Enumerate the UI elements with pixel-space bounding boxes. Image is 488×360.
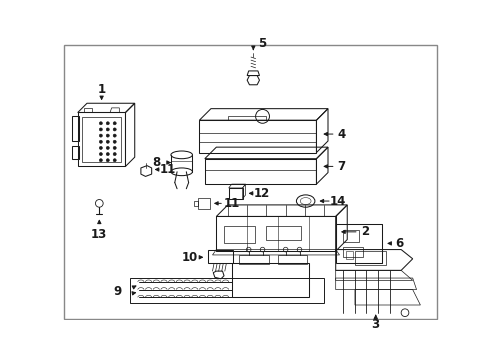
Circle shape (113, 140, 116, 143)
Text: 5: 5 (257, 37, 265, 50)
Bar (207, 249, 232, 264)
Text: 10: 10 (181, 251, 197, 264)
Text: 7: 7 (336, 160, 345, 173)
Circle shape (113, 147, 116, 149)
Circle shape (99, 147, 102, 149)
Bar (277, 255, 306, 264)
Circle shape (106, 147, 109, 149)
Text: 4: 4 (337, 127, 346, 140)
Circle shape (99, 122, 102, 125)
Circle shape (106, 122, 109, 125)
Text: 11: 11 (160, 163, 176, 176)
Circle shape (99, 140, 102, 143)
Bar (231, 263, 308, 297)
Text: 8: 8 (152, 156, 160, 169)
Circle shape (113, 134, 116, 137)
Circle shape (113, 153, 116, 156)
Circle shape (99, 159, 102, 162)
Circle shape (113, 159, 116, 162)
Text: 3: 3 (371, 318, 379, 331)
Text: 13: 13 (91, 228, 107, 240)
Bar (71, 116, 79, 141)
Bar (345, 251, 353, 259)
Circle shape (106, 128, 109, 131)
Circle shape (99, 153, 102, 156)
Circle shape (106, 153, 109, 156)
Text: 6: 6 (395, 237, 403, 250)
Bar (354, 251, 385, 265)
Bar (71, 145, 79, 159)
Circle shape (99, 134, 102, 137)
Text: 12: 12 (253, 187, 269, 200)
Circle shape (113, 128, 116, 131)
Text: 9: 9 (113, 285, 122, 298)
Circle shape (106, 159, 109, 162)
Circle shape (99, 128, 102, 131)
Text: 2: 2 (360, 225, 368, 238)
Text: 14: 14 (329, 194, 346, 208)
Text: 11: 11 (223, 197, 240, 210)
Bar (239, 255, 268, 264)
Circle shape (113, 122, 116, 125)
Text: 1: 1 (97, 83, 105, 96)
Circle shape (106, 140, 109, 143)
Circle shape (106, 134, 109, 137)
